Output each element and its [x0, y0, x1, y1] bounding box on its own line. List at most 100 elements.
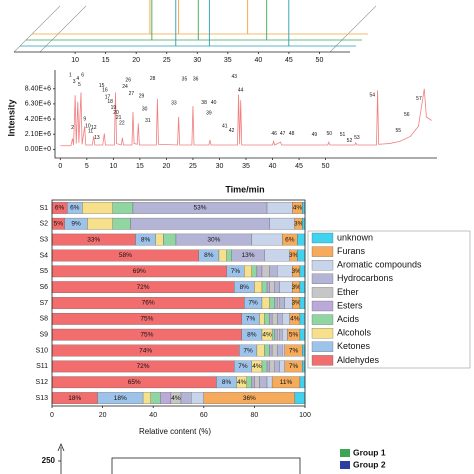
- peak-label: 1: [69, 72, 72, 78]
- bar-segment: [274, 360, 280, 373]
- bar-segment: [264, 249, 290, 262]
- bar-segment: [274, 297, 278, 309]
- peak-label: 6: [81, 72, 84, 78]
- peak-label: 56: [404, 112, 410, 118]
- bar-segment: [277, 344, 283, 357]
- value-label: 13%: [242, 252, 255, 259]
- value-label: 9%: [71, 220, 81, 227]
- legend-swatch: [311, 328, 334, 339]
- x-tick-label: 45: [285, 57, 293, 64]
- bar-segment: [274, 328, 278, 341]
- peak-label: 46: [271, 131, 277, 137]
- peak-label: 40: [211, 100, 217, 106]
- bar-segment: [269, 312, 273, 325]
- peak-label: 35: [182, 77, 188, 83]
- legend-swatch: [311, 355, 334, 366]
- peak-label: 24: [122, 84, 128, 90]
- bar-segment: [299, 265, 306, 278]
- value-label: 3%: [291, 300, 301, 307]
- x-tick-label: 30: [193, 57, 201, 64]
- legend-label: Ketones: [337, 341, 371, 351]
- value-label: 7%: [289, 363, 299, 370]
- peak-label: 38: [201, 100, 207, 106]
- peak-label: 41: [222, 124, 228, 130]
- x-tick-label: 25: [189, 163, 197, 170]
- value-label: 4%: [293, 205, 303, 212]
- legend-label: Group 1: [353, 447, 386, 457]
- y-tick-label: 4.20E+6: [25, 116, 51, 123]
- x-tick-label: 60: [200, 412, 208, 419]
- legend-label: Alcohols: [337, 328, 372, 338]
- bar-segment: [261, 297, 270, 309]
- value-label: 6%: [285, 236, 295, 243]
- peak-label: 27: [129, 91, 135, 97]
- plot-frame: [54, 70, 437, 159]
- y-tick-label: S5: [39, 268, 48, 275]
- value-label: 8%: [247, 331, 257, 338]
- value-label: 4%: [262, 331, 272, 338]
- peak-label: 30: [142, 106, 148, 112]
- bar-segment: [87, 217, 113, 230]
- value-label: 75%: [140, 316, 153, 323]
- bar-segment: [190, 392, 204, 404]
- value-label: 18%: [114, 395, 127, 402]
- peak-label: 42: [229, 128, 235, 134]
- value-label: 72%: [137, 363, 150, 370]
- value-label: 3%: [289, 252, 299, 259]
- bar-segment: [251, 265, 258, 278]
- bar-segment: [150, 392, 161, 404]
- peak-label: 36: [193, 77, 199, 83]
- bar-segment: [299, 281, 306, 294]
- x-tick-label: 35: [242, 163, 250, 170]
- peak-label: 21: [116, 115, 122, 121]
- legend-label: Acids: [337, 314, 360, 324]
- bar-segment: [261, 360, 268, 373]
- peak-label: 55: [395, 128, 401, 134]
- value-label: 5%: [54, 220, 64, 227]
- peak-label: 13: [94, 135, 100, 141]
- bar-segment: [261, 265, 270, 278]
- depth-axis: [329, 5, 377, 53]
- depth-grid: [39, 5, 87, 53]
- x-tick-label: 40: [149, 412, 157, 419]
- bar-segment: [266, 360, 270, 373]
- peak-label: 20: [113, 110, 119, 116]
- legend-label: unknown: [337, 232, 373, 242]
- x-tick-label: 40: [254, 57, 262, 64]
- peak-label: 18: [107, 99, 113, 105]
- legend-swatch: [311, 260, 334, 271]
- bar-segment: [282, 344, 285, 357]
- bar-segment: [266, 202, 293, 214]
- peak-label: 43: [232, 74, 238, 80]
- bar-segment: [226, 249, 232, 262]
- y-tick-label: S13: [36, 395, 49, 402]
- legend-label: Group 2: [353, 459, 386, 469]
- bar-segment: [271, 312, 278, 325]
- value-label: 6%: [55, 205, 65, 212]
- legend-swatch: [311, 341, 334, 352]
- value-label: 58%: [119, 252, 132, 259]
- bar-segment: [264, 312, 270, 325]
- x-tick-label: 0: [58, 163, 62, 170]
- bar-segment: [271, 328, 275, 341]
- y-tick-label: S7: [39, 300, 48, 307]
- bar-segment: [266, 281, 270, 294]
- x-tick-label: 15: [102, 57, 110, 64]
- bar-segment: [180, 392, 192, 404]
- peak-label: 48: [289, 131, 295, 137]
- bar-segment: [261, 281, 268, 294]
- value-label: 3%: [291, 268, 301, 275]
- peak-label: 9: [83, 116, 86, 122]
- value-label: 4%: [237, 379, 247, 386]
- legend-label: Ether: [337, 287, 359, 297]
- peak-label: 2: [71, 125, 74, 131]
- value-label: 8%: [222, 379, 232, 386]
- x-tick-label: 40: [269, 163, 277, 170]
- peak-label: 29: [139, 93, 145, 99]
- bar-segment: [269, 281, 275, 294]
- x-tick-label: 25: [163, 57, 171, 64]
- peak-label: 51: [340, 132, 346, 138]
- bar-segment: [254, 376, 260, 389]
- x-axis-label: Time/min: [225, 184, 264, 194]
